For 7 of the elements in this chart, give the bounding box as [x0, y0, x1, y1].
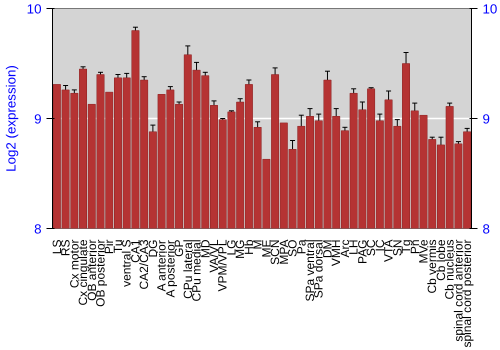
y-axis-title: Log2 (expression): [4, 65, 19, 172]
y2-tick-label: 8: [482, 222, 490, 236]
y2-tick-label: 10: [482, 2, 498, 16]
y2-tick-label: 9: [482, 112, 490, 126]
y-tick-label: 8: [34, 222, 42, 236]
y-tick-label: 10: [26, 2, 42, 16]
y-tick-label: 9: [34, 112, 42, 126]
